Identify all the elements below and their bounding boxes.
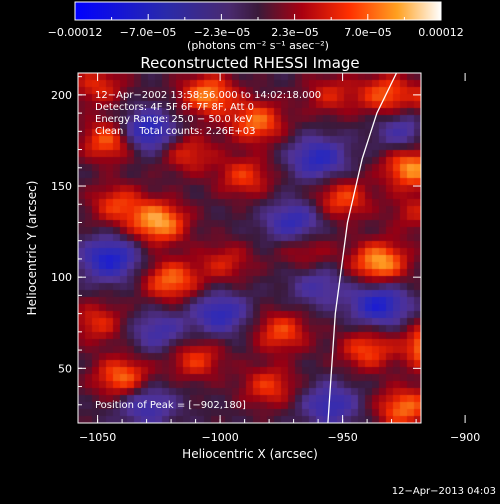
y-tick-label-3: 200 — [51, 89, 72, 102]
colorbar-tick-2: −2.3e−05 — [194, 26, 251, 39]
colorbar-tick-5: 0.00012 — [418, 26, 464, 39]
solar-limb-line — [327, 73, 398, 423]
x-tick-label-3: −900 — [450, 431, 480, 444]
x-axis-label: Heliocentric X (arcsec) — [182, 447, 318, 461]
y-tick-label-1: 100 — [51, 271, 72, 284]
y-tick-label-2: 150 — [51, 180, 72, 193]
colorbar-tick-4: 7.0e−05 — [344, 26, 391, 39]
annotation-time-range: 12−Apr−2002 13:58:56.000 to 14:02:18.000 — [95, 90, 321, 101]
plot-frame — [77, 72, 422, 424]
x-tick-label-0: −1050 — [79, 431, 116, 444]
colorbar-tick-0: −0.00012 — [48, 26, 103, 39]
annotation-energy-range: Energy Range: 25.0 − 50.0 keV — [95, 114, 252, 125]
x-axis-ticks — [97, 73, 466, 423]
y-tick-label-0: 50 — [58, 362, 72, 375]
colorbar-tick-1: −7.0e−05 — [120, 26, 177, 39]
colorbar-units: (photons cm⁻² s⁻¹ asec⁻²) — [187, 39, 329, 52]
x-tick-label-2: −950 — [327, 431, 357, 444]
colorbar-ticks — [74, 14, 442, 20]
y-axis-ticks — [78, 76, 421, 406]
x-tick-label-1: −1000 — [201, 431, 238, 444]
peak-position-label: Position of Peak = [−902,180] — [95, 400, 246, 411]
colorbar-tick-3: 2.3e−05 — [271, 26, 318, 39]
footer-timestamp: 12−Apr−2013 04:03 — [392, 486, 496, 497]
chart-title: Reconstructed RHESSI Image — [140, 54, 359, 72]
annotation-detectors: Detectors: 4F 5F 6F 7F 8F, Att 0 — [95, 102, 254, 113]
annotation-counts: Clean Total counts: 2.26E+03 — [95, 126, 255, 137]
y-axis-label: Heliocentric Y (arcsec) — [25, 181, 39, 316]
